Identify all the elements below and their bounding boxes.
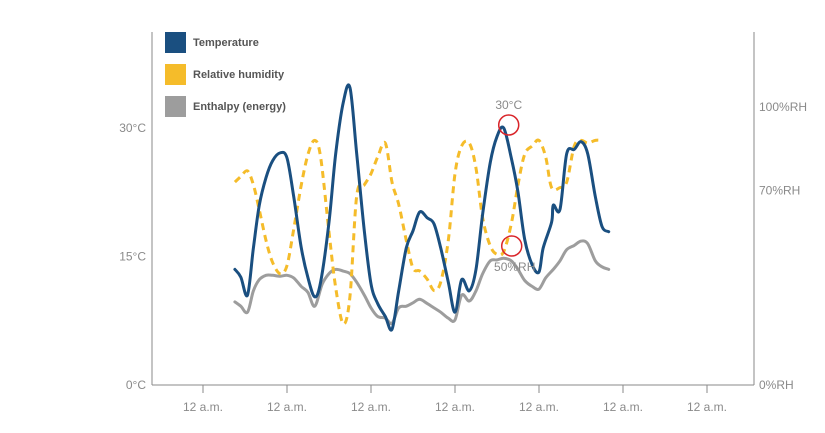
legend-label: Temperature: [193, 37, 259, 49]
annotation-marker: [497, 114, 520, 136]
x-tick-label: 12 a.m.: [183, 400, 223, 414]
legend-label: Relative humidity: [193, 69, 285, 81]
legend-swatch: [165, 96, 186, 117]
x-tick-label: 12 a.m.: [351, 400, 391, 414]
x-tick-label: 12 a.m.: [519, 400, 559, 414]
y-right-tick-label: 70%RH: [759, 183, 800, 197]
annotation-label: 30°C: [495, 98, 522, 112]
annotations: 30°C 50%RH: [494, 98, 535, 274]
y-left-tick-label: 0°C: [126, 378, 146, 392]
axes: 12 a.m. 12 a.m. 12 a.m. 12 a.m. 12 a.m. 12 a.…: [119, 32, 807, 414]
series-line-enthalpy-energy: [233, 239, 611, 326]
legend-swatch: [165, 32, 186, 53]
x-tick-label: 12 a.m.: [603, 400, 643, 414]
x-tick-label: 12 a.m.: [435, 400, 475, 414]
series-line-relative-humidity: [233, 138, 603, 326]
legend-label: Enthalpy (energy): [193, 101, 286, 113]
y-left-tick-label: 30°C: [119, 121, 146, 135]
x-tick-label: 12 a.m.: [267, 400, 307, 414]
annotation-label: 50%RH: [494, 260, 535, 274]
y-right-tick-label: 100%RH: [759, 100, 807, 114]
series-line-temperature: [233, 83, 611, 332]
y-left-tick-label: 15°C: [119, 250, 146, 264]
legend-swatch: [165, 64, 186, 85]
legend: Temperature Relative humidity Enthalpy (en…: [165, 32, 286, 117]
annotation-marker: [500, 235, 523, 257]
y-right-tick-label: 0%RH: [759, 378, 794, 392]
x-tick-label: 12 a.m.: [687, 400, 727, 414]
series-group: [233, 83, 611, 332]
